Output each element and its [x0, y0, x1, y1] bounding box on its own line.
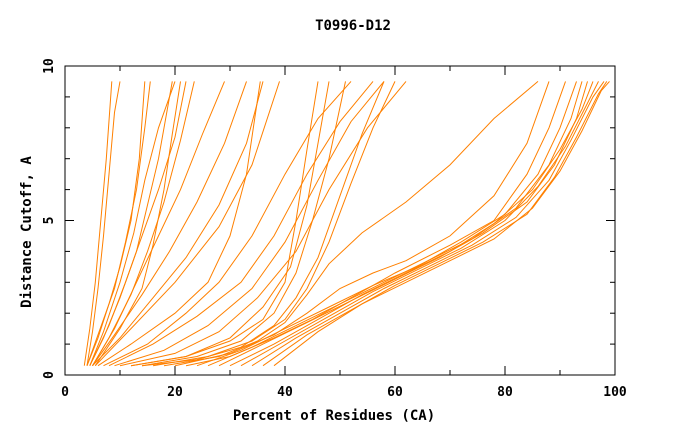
curves-group — [83, 81, 610, 367]
x-tick-label: 40 — [277, 385, 293, 400]
series-line-14 — [97, 81, 261, 367]
y-tick-label: 5 — [42, 217, 57, 225]
y-tick-label: 0 — [42, 371, 57, 379]
series-line-7 — [89, 81, 187, 366]
series-line-17 — [114, 81, 385, 367]
series-line-10 — [92, 81, 247, 366]
x-tick-label: 80 — [497, 385, 513, 400]
axis-ticks: 0 20 40 60 80 100 0 5 10 — [42, 58, 627, 400]
series-line-6 — [89, 81, 176, 366]
series-line-20 — [130, 81, 319, 367]
series-line-18 — [119, 81, 407, 367]
chart-title: T0996-D12 — [315, 18, 391, 34]
x-tick-label: 0 — [61, 385, 69, 400]
series-line-16 — [108, 81, 374, 367]
series-line-21 — [141, 81, 346, 367]
y-axis-label: Distance Cutoff, A — [19, 156, 35, 308]
x-tick-label: 20 — [167, 385, 183, 400]
series-line-34 — [273, 81, 610, 367]
series-line-27 — [196, 81, 577, 367]
x-axis-label: Percent of Residues (CA) — [233, 408, 435, 424]
series-line-13 — [94, 81, 280, 367]
series-line-11 — [92, 81, 264, 367]
series-line-32 — [251, 81, 605, 367]
series-line-15 — [103, 81, 352, 367]
series-line-4 — [86, 81, 151, 366]
series-line-31 — [240, 81, 599, 367]
series-line-1 — [83, 81, 113, 366]
series-line-28 — [207, 81, 583, 367]
series-line-9 — [92, 81, 225, 366]
series-line-30 — [229, 81, 594, 367]
series-line-24 — [163, 81, 539, 367]
series-line-29 — [218, 81, 588, 367]
series-line-23 — [152, 81, 396, 367]
series-line-12 — [94, 81, 181, 366]
series-line-2 — [86, 81, 121, 366]
y-tick-label: 10 — [42, 58, 57, 74]
x-tick-label: 100 — [603, 385, 627, 400]
x-tick-label: 60 — [387, 385, 403, 400]
series-line-33 — [262, 81, 608, 367]
